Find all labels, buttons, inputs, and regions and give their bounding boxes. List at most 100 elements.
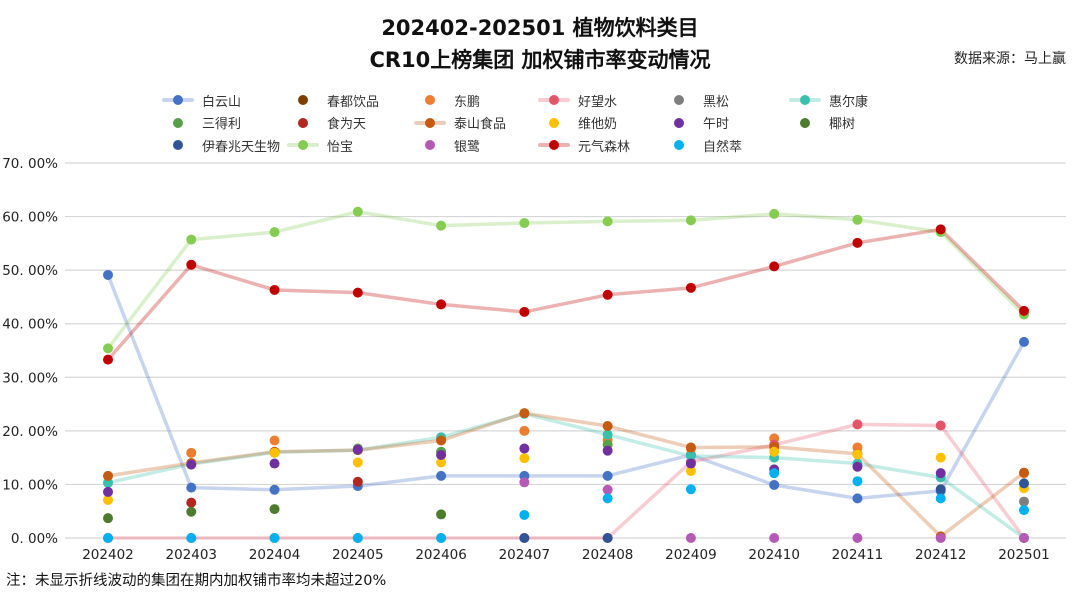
data-point-怡宝-202408 bbox=[602, 216, 613, 227]
legend-dot-swatch bbox=[674, 140, 684, 150]
footnote: 注：未显示折线波动的集团在期内加权铺市率均未超过20% bbox=[6, 573, 387, 589]
legend-item-15: 元气森林 bbox=[536, 135, 630, 155]
legend-label: 泰山食品 bbox=[454, 117, 507, 132]
y-tick-label: 0. 00% bbox=[11, 531, 58, 547]
data-point-椰树-202402 bbox=[103, 513, 113, 524]
legend-marker-icon bbox=[285, 90, 321, 110]
legend-marker-icon bbox=[536, 113, 572, 133]
data-point-泰山食品-202402 bbox=[103, 470, 113, 481]
data-point-好望水-202412 bbox=[935, 420, 946, 431]
x-tick-label: 202407 bbox=[499, 547, 551, 563]
data-point-白云山-202406 bbox=[436, 470, 447, 481]
legend-marker-icon bbox=[160, 113, 196, 133]
data-point-维他奶-202404 bbox=[269, 447, 280, 458]
legend-label: 东鹏 bbox=[454, 94, 481, 110]
legend-item-6: 三得利 bbox=[160, 113, 241, 133]
series-line-泰山食品 bbox=[106, 411, 1026, 539]
legend-item-16: 自然萃 bbox=[661, 135, 742, 155]
legend-label: 白云山 bbox=[202, 94, 242, 110]
x-tick-label: 202405 bbox=[332, 547, 384, 563]
legend-marker-icon bbox=[412, 113, 448, 133]
series-lines bbox=[106, 210, 1026, 540]
series-line-怡宝 bbox=[106, 210, 1026, 351]
data-point-自然萃-202403 bbox=[186, 533, 197, 543]
data-point-元气森林-202404 bbox=[269, 284, 280, 295]
x-tick-label: 202501 bbox=[998, 547, 1050, 563]
legend-dot-swatch bbox=[173, 117, 183, 128]
data-point-伊春兆天生物-202501 bbox=[1019, 478, 1029, 489]
y-tick-label: 30. 00% bbox=[2, 370, 58, 386]
y-tick-label: 70. 00% bbox=[2, 156, 58, 172]
data-point-自然萃-202409 bbox=[685, 484, 696, 495]
legend-dot-swatch bbox=[298, 140, 308, 150]
legend-label: 惠尔康 bbox=[829, 94, 869, 110]
legend-item-14: 银鹭 bbox=[412, 135, 480, 155]
x-tick-label: 202410 bbox=[748, 547, 800, 563]
data-point-午时-202409 bbox=[685, 458, 696, 469]
data-point-元气森林-202409 bbox=[685, 282, 696, 293]
legend-marker-icon bbox=[787, 90, 823, 110]
chart-title-line1: 202402-202501 植物饮料类目 bbox=[381, 16, 699, 40]
y-tick-label: 60. 00% bbox=[2, 210, 58, 226]
data-point-元气森林-202403 bbox=[186, 259, 197, 270]
data-point-食为天-202405 bbox=[352, 476, 363, 487]
legend-dot-swatch bbox=[425, 95, 435, 105]
legend-marker-icon bbox=[160, 135, 196, 155]
legend-marker-icon bbox=[285, 135, 321, 155]
data-point-惠尔康-202409 bbox=[685, 451, 696, 462]
data-point-银鹭-202410 bbox=[769, 533, 780, 543]
data-point-维他奶-202409 bbox=[685, 466, 696, 477]
data-point-银鹭-202412 bbox=[935, 533, 946, 543]
legend-label: 食为天 bbox=[327, 117, 367, 132]
data-point-白云山-202501 bbox=[1019, 336, 1029, 347]
legend-dot-swatch bbox=[173, 95, 183, 105]
chart-gridlines bbox=[65, 162, 1066, 539]
data-point-元气森林-202407 bbox=[519, 306, 530, 317]
legend-item-2: 东鹏 bbox=[412, 90, 480, 110]
legend-label: 银鹭 bbox=[454, 139, 481, 155]
data-point-泰山食品-202501 bbox=[1019, 467, 1029, 478]
series-dots bbox=[103, 206, 1029, 543]
data-point-白云山-202411 bbox=[852, 493, 863, 504]
legend-marker-icon bbox=[412, 90, 448, 110]
legend-label: 伊春兆天生物 bbox=[202, 139, 281, 155]
data-point-椰树-202404 bbox=[269, 504, 280, 515]
data-point-泰山食品-202407 bbox=[519, 408, 530, 419]
data-point-东鹏-202403 bbox=[186, 447, 197, 458]
legend-item-8: 泰山食品 bbox=[412, 113, 506, 133]
data-point-元气森林-202410 bbox=[769, 261, 780, 272]
y-tick-label: 20. 00% bbox=[2, 424, 58, 440]
data-point-维他奶-202402 bbox=[103, 494, 113, 505]
legend-label: 自然萃 bbox=[703, 139, 743, 155]
x-tick-label: 202411 bbox=[832, 547, 884, 563]
legend-dot-swatch bbox=[800, 95, 810, 105]
data-point-维他奶-202407 bbox=[519, 453, 530, 464]
legend-label: 黑松 bbox=[703, 94, 730, 110]
series-line-元气森林 bbox=[106, 227, 1026, 362]
data-point-怡宝-202410 bbox=[769, 208, 780, 219]
data-point-白云山-202403 bbox=[186, 482, 197, 493]
data-point-怡宝-202407 bbox=[519, 218, 530, 228]
data-point-怡宝-202409 bbox=[685, 215, 696, 226]
series-line-惠尔康 bbox=[106, 411, 1026, 540]
legend-item-10: 午时 bbox=[661, 113, 729, 133]
data-point-椰树-202403 bbox=[186, 506, 197, 517]
data-point-银鹭-202408 bbox=[602, 484, 613, 495]
data-point-银鹭-202409 bbox=[685, 533, 696, 543]
data-point-自然萃-202402 bbox=[103, 533, 113, 543]
data-point-自然萃-202406 bbox=[436, 533, 447, 543]
legend-dot-swatch bbox=[800, 117, 810, 128]
legend-label: 元气森林 bbox=[578, 139, 631, 155]
data-point-白云山-202404 bbox=[269, 484, 280, 495]
legend-dot-swatch bbox=[549, 117, 559, 128]
data-point-食为天-202403 bbox=[186, 497, 197, 508]
data-point-银鹭-202411 bbox=[852, 533, 863, 543]
chart-title-line2: CR10上榜集团 加权铺市率变动情况 bbox=[369, 48, 711, 72]
legend-marker-icon bbox=[412, 135, 448, 155]
legend-item-1: 春都饮品 bbox=[285, 90, 379, 110]
data-point-维他奶-202405 bbox=[352, 457, 363, 468]
data-point-元气森林-202411 bbox=[852, 237, 863, 248]
legend-dot-swatch bbox=[298, 117, 308, 128]
